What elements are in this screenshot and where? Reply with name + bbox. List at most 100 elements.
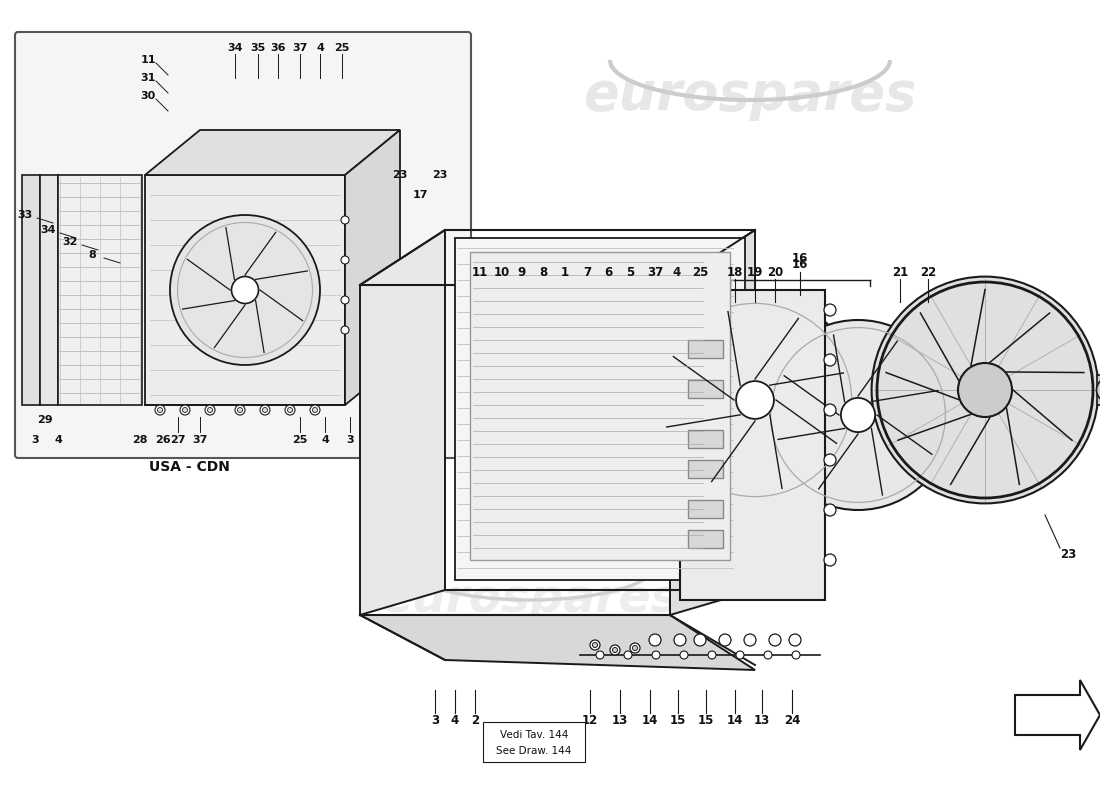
Circle shape: [719, 634, 732, 646]
Text: See Draw. 144: See Draw. 144: [496, 746, 572, 756]
Circle shape: [840, 398, 876, 432]
Text: 14: 14: [727, 714, 744, 726]
Text: 23: 23: [432, 170, 448, 180]
Circle shape: [824, 504, 836, 516]
Text: 15: 15: [697, 714, 714, 726]
Text: 1: 1: [561, 266, 569, 278]
Circle shape: [792, 651, 800, 659]
Text: 15: 15: [670, 714, 686, 726]
Circle shape: [650, 295, 860, 505]
Circle shape: [736, 381, 774, 419]
Bar: [40, 175, 58, 405]
Circle shape: [871, 277, 1099, 503]
Text: 2: 2: [471, 714, 480, 726]
Text: 36: 36: [271, 43, 286, 53]
Circle shape: [789, 634, 801, 646]
Circle shape: [341, 326, 349, 334]
Circle shape: [824, 454, 836, 466]
Circle shape: [824, 304, 836, 316]
Circle shape: [610, 645, 620, 655]
Text: 25: 25: [293, 435, 308, 445]
Text: 28: 28: [132, 435, 147, 445]
FancyBboxPatch shape: [483, 722, 585, 762]
Text: 17: 17: [412, 190, 428, 200]
Text: 11: 11: [141, 55, 156, 65]
Bar: [455, 238, 745, 580]
Bar: [688, 430, 723, 448]
Circle shape: [157, 407, 163, 413]
Bar: [58, 175, 142, 405]
Circle shape: [1097, 378, 1100, 402]
Text: 21: 21: [892, 266, 909, 278]
Circle shape: [590, 640, 600, 650]
Bar: [22, 175, 40, 405]
Circle shape: [824, 404, 836, 416]
Text: 24: 24: [784, 714, 800, 726]
Circle shape: [824, 354, 836, 366]
Circle shape: [649, 634, 661, 646]
Text: 35: 35: [251, 43, 265, 53]
Circle shape: [183, 407, 187, 413]
Text: 37: 37: [647, 266, 663, 278]
Text: 23: 23: [1060, 549, 1076, 562]
Circle shape: [341, 216, 349, 224]
Text: USA - CDN: USA - CDN: [148, 460, 230, 474]
Text: 5: 5: [626, 266, 634, 278]
Text: 7: 7: [583, 266, 591, 278]
Circle shape: [652, 651, 660, 659]
Circle shape: [632, 646, 638, 650]
FancyBboxPatch shape: [15, 32, 471, 458]
Polygon shape: [145, 130, 400, 175]
Text: 3: 3: [431, 714, 439, 726]
Circle shape: [763, 320, 953, 510]
Text: 27: 27: [170, 435, 186, 445]
Text: 32: 32: [63, 237, 78, 247]
Text: 16: 16: [792, 258, 808, 271]
Polygon shape: [1015, 680, 1100, 750]
Text: 34: 34: [228, 43, 243, 53]
Circle shape: [180, 405, 190, 415]
Polygon shape: [360, 615, 755, 670]
Text: 4: 4: [673, 266, 681, 278]
Polygon shape: [670, 230, 755, 615]
Polygon shape: [360, 230, 446, 615]
Circle shape: [624, 651, 632, 659]
Text: 13: 13: [754, 714, 770, 726]
Text: 22: 22: [920, 266, 936, 278]
Circle shape: [260, 405, 270, 415]
Text: 37: 37: [192, 435, 208, 445]
Circle shape: [769, 634, 781, 646]
Circle shape: [593, 642, 597, 647]
Text: 31: 31: [141, 73, 156, 83]
Circle shape: [285, 405, 295, 415]
Circle shape: [235, 405, 245, 415]
Circle shape: [263, 407, 267, 413]
Text: 30: 30: [141, 91, 155, 101]
Circle shape: [231, 277, 258, 303]
Circle shape: [694, 634, 706, 646]
Circle shape: [341, 256, 349, 264]
Bar: [688, 460, 723, 478]
Text: 3: 3: [31, 435, 38, 445]
Circle shape: [674, 634, 686, 646]
Text: 10: 10: [494, 266, 510, 278]
Circle shape: [341, 296, 349, 304]
Text: 4: 4: [321, 435, 329, 445]
Circle shape: [744, 634, 756, 646]
Bar: [145, 175, 345, 405]
Bar: [688, 380, 723, 398]
Text: 37: 37: [293, 43, 308, 53]
Text: 25: 25: [334, 43, 350, 53]
Circle shape: [958, 363, 1012, 417]
Circle shape: [155, 405, 165, 415]
Bar: [688, 500, 723, 518]
Circle shape: [613, 647, 617, 653]
Text: 3: 3: [346, 435, 354, 445]
Text: 26: 26: [155, 435, 170, 445]
Circle shape: [208, 407, 212, 413]
Bar: [1098, 375, 1100, 405]
Circle shape: [764, 651, 772, 659]
Text: 8: 8: [88, 250, 96, 260]
Text: Vedi Tav. 144: Vedi Tav. 144: [499, 730, 569, 740]
Circle shape: [205, 405, 214, 415]
